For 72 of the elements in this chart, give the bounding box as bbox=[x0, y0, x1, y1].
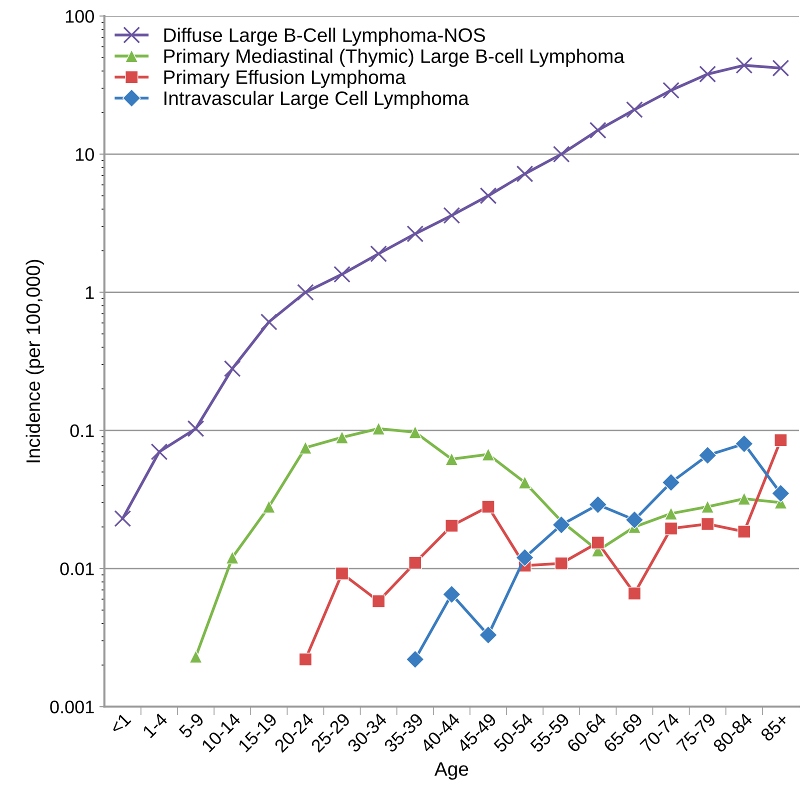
point bbox=[479, 626, 498, 644]
point bbox=[738, 525, 751, 538]
point bbox=[664, 522, 678, 536]
point bbox=[662, 473, 680, 492]
point bbox=[114, 510, 132, 528]
point bbox=[588, 495, 608, 514]
point bbox=[552, 146, 570, 163]
point bbox=[226, 550, 239, 564]
x-tick-label: 1-4 bbox=[142, 712, 168, 738]
point bbox=[443, 206, 460, 224]
point bbox=[774, 434, 788, 447]
x-axis-title: Age bbox=[434, 762, 468, 780]
point bbox=[334, 266, 350, 283]
point bbox=[370, 245, 388, 262]
x-tick-label: 85+ bbox=[760, 712, 790, 742]
point bbox=[664, 506, 678, 520]
point bbox=[298, 652, 312, 666]
point bbox=[662, 82, 680, 99]
point bbox=[700, 517, 714, 531]
legend-label: Intravascular Large Cell Lymphoma bbox=[164, 90, 469, 109]
y-tick-label: 0.1 bbox=[70, 424, 94, 438]
point bbox=[372, 422, 386, 436]
point bbox=[445, 452, 458, 466]
point bbox=[625, 510, 644, 530]
point bbox=[772, 484, 790, 503]
point bbox=[408, 556, 422, 570]
point bbox=[589, 122, 606, 139]
point bbox=[335, 566, 349, 580]
point bbox=[445, 519, 458, 532]
point bbox=[442, 585, 461, 604]
point bbox=[772, 60, 790, 77]
y-axis-title: Incidence (per 100,000) bbox=[26, 260, 44, 462]
x-tick-label: <1 bbox=[109, 712, 132, 735]
point bbox=[591, 536, 605, 550]
legend-label: Diffuse Large B-Cell Lymphoma-NOS bbox=[164, 28, 485, 46]
point bbox=[552, 516, 571, 534]
point bbox=[296, 284, 314, 301]
legend-label: Primary Mediastinal (Thymic) Large B-cell Lymphoma bbox=[164, 48, 624, 67]
point bbox=[187, 420, 204, 438]
point bbox=[518, 476, 532, 490]
point bbox=[626, 101, 643, 118]
y-tick-label: 0.01 bbox=[60, 562, 94, 576]
point bbox=[736, 56, 753, 74]
y-tick-label: 0.001 bbox=[50, 700, 94, 714]
point bbox=[738, 492, 751, 506]
point bbox=[406, 650, 424, 669]
point bbox=[262, 500, 276, 514]
point bbox=[516, 165, 534, 182]
y-tick-label: 1 bbox=[86, 286, 94, 299]
point bbox=[516, 548, 534, 567]
x-tick-label: 5-9 bbox=[178, 712, 205, 739]
point bbox=[372, 594, 386, 608]
point bbox=[406, 225, 424, 242]
point bbox=[700, 500, 714, 514]
point bbox=[298, 441, 312, 454]
point bbox=[408, 426, 422, 439]
y-tick-label: 100 bbox=[66, 10, 94, 23]
point bbox=[224, 360, 241, 378]
y-tick-label: 10 bbox=[76, 148, 94, 161]
point bbox=[734, 434, 754, 453]
point bbox=[628, 586, 642, 600]
point bbox=[699, 66, 716, 83]
point bbox=[482, 500, 495, 514]
point bbox=[482, 448, 495, 462]
legend-label: Primary Effusion Lymphoma bbox=[164, 70, 406, 88]
point bbox=[480, 187, 497, 204]
point bbox=[554, 556, 568, 570]
point bbox=[189, 650, 202, 664]
point bbox=[698, 446, 717, 465]
point bbox=[335, 430, 349, 444]
point bbox=[150, 443, 168, 460]
point bbox=[260, 313, 278, 330]
